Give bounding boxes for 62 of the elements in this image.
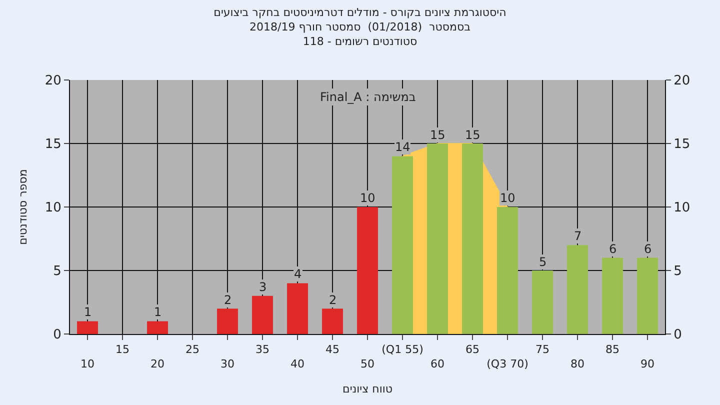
bar xyxy=(357,207,378,334)
y-tick-label: 20 xyxy=(44,74,62,89)
bar xyxy=(602,258,623,334)
bar xyxy=(322,308,343,334)
bar xyxy=(217,308,238,334)
x-tick-label: 85 xyxy=(606,343,620,356)
bar xyxy=(637,258,658,334)
x-tick-label: 20 xyxy=(150,358,164,370)
y2-tick-label: 15 xyxy=(674,137,690,152)
x-tick-label: 45 xyxy=(326,343,340,356)
x-tick-label: 25 xyxy=(186,343,200,356)
bar xyxy=(147,321,168,334)
x-tick-label: 60 xyxy=(430,358,444,370)
data-label: 14 xyxy=(395,140,410,154)
data-label: 6 xyxy=(609,242,617,256)
chart-title: היסטוגרמת ציונים בקורס - מודלים דטרמיניסטים בחקר ביצועים xyxy=(214,6,506,20)
x-tick-label: 90 xyxy=(640,358,654,370)
data-label: 7 xyxy=(574,229,582,243)
y-axis-title: מספר סטודנטים xyxy=(16,169,30,245)
y2-tick-label: 5 xyxy=(674,264,682,280)
y-tick-label: 15 xyxy=(44,137,62,152)
data-label: 3 xyxy=(259,280,267,294)
y2-tick-label: 10 xyxy=(674,200,690,216)
data-label: 15 xyxy=(430,128,446,142)
y2-tick-label: 0 xyxy=(674,328,682,343)
x-tick-label: (Q1 55) xyxy=(382,343,424,356)
data-label: 1 xyxy=(154,305,162,319)
x-tick-label: 35 xyxy=(256,343,270,356)
bar xyxy=(287,283,308,334)
chart-subtitle: בסמסטר (01/2018) סמסטר חורף 2018/19 סטודנטים רשומים - 118 xyxy=(250,20,470,48)
data-label: 4 xyxy=(294,267,302,281)
x-tick-label: 40 xyxy=(290,358,304,370)
bar xyxy=(567,245,588,334)
x-tick-label: 30 xyxy=(220,358,234,370)
data-label: 2 xyxy=(224,293,232,307)
y2-tick-label: 20 xyxy=(674,74,690,89)
x-tick-label: 65 xyxy=(466,343,480,356)
bar xyxy=(427,144,448,334)
bar xyxy=(392,156,413,334)
data-label: 6 xyxy=(644,242,652,256)
data-label: 15 xyxy=(465,128,480,142)
x-tick-label: 15 xyxy=(116,343,130,356)
y-tick-label: 0 xyxy=(53,328,62,343)
bar xyxy=(462,144,483,334)
bar xyxy=(497,207,518,334)
data-label: 2 xyxy=(329,293,337,307)
annotation: Final_A : במשימה xyxy=(320,90,416,104)
x-tick-label: 75 xyxy=(536,343,550,356)
data-label: 10 xyxy=(360,191,376,205)
x-tick-label: 50 xyxy=(360,358,374,370)
x-tick-label: 80 xyxy=(570,358,584,370)
y-tick-label: 5 xyxy=(53,264,62,280)
bar xyxy=(532,270,553,334)
x-tick-label: (Q3 70) xyxy=(486,358,528,370)
data-label: 10 xyxy=(500,191,516,205)
x-tick-label: 10 xyxy=(80,358,94,370)
data-label: 5 xyxy=(539,255,547,269)
x-axis-title: טווח ציונים xyxy=(342,382,392,396)
y-tick-label: 10 xyxy=(44,200,62,216)
bar xyxy=(77,321,98,334)
data-label: 1 xyxy=(84,305,92,319)
bar xyxy=(252,296,273,334)
